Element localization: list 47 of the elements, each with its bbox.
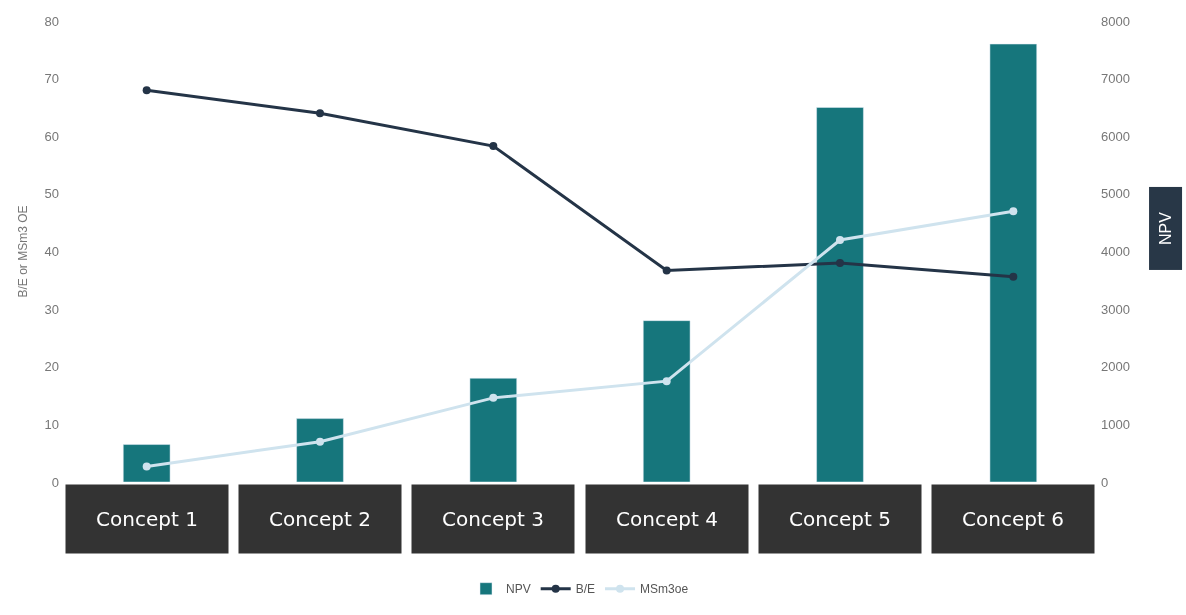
x-tick-label: Concept 5 bbox=[789, 507, 891, 531]
y2-tick-label: 4000 bbox=[1101, 244, 1130, 260]
y-tick-label: 70 bbox=[44, 71, 59, 87]
y-tick-label: 10 bbox=[44, 416, 59, 432]
legend-label: B/E bbox=[575, 582, 596, 597]
point bbox=[662, 377, 671, 386]
point bbox=[489, 142, 498, 151]
y-tick-label: 60 bbox=[44, 128, 59, 144]
point bbox=[316, 437, 324, 446]
point bbox=[316, 109, 324, 118]
point bbox=[1009, 207, 1018, 216]
x-tick-label: Concept 2 bbox=[269, 507, 371, 531]
point bbox=[1009, 272, 1018, 281]
y2-tick-label: 1000 bbox=[1101, 416, 1130, 432]
point bbox=[142, 86, 151, 95]
y-tick-label: 80 bbox=[44, 13, 59, 29]
bar bbox=[643, 320, 691, 482]
y-axis-title: B/E or MSm3 OE bbox=[15, 205, 30, 298]
y2-tick-label: 0 bbox=[1101, 474, 1109, 490]
y-tick-label: 0 bbox=[51, 474, 59, 490]
y-tick-label: 20 bbox=[44, 359, 59, 375]
x-tick-label: Concept 3 bbox=[442, 507, 544, 531]
legend-label: NPV bbox=[506, 582, 531, 597]
y2-axis-title: NPV bbox=[1157, 211, 1175, 246]
y2-tick-label: 7000 bbox=[1101, 71, 1130, 87]
point bbox=[836, 259, 844, 268]
x-tick-label: Concept 1 bbox=[96, 507, 198, 531]
y-tick-label: 50 bbox=[44, 186, 59, 202]
bar bbox=[296, 418, 344, 482]
y2-tick-label: 5000 bbox=[1101, 186, 1130, 202]
point bbox=[836, 235, 844, 244]
point bbox=[142, 462, 151, 471]
point bbox=[662, 266, 671, 275]
x-tick-label: Concept 6 bbox=[962, 507, 1064, 531]
y-tick-label: 30 bbox=[44, 301, 59, 317]
y2-tick-label: 6000 bbox=[1101, 128, 1130, 144]
y-tick-label: 40 bbox=[44, 244, 59, 260]
bar bbox=[123, 444, 171, 482]
y2-tick-label: 8000 bbox=[1101, 13, 1130, 29]
y2-tick-label: 3000 bbox=[1101, 301, 1130, 317]
legend-label: MSm3oe bbox=[640, 582, 689, 597]
x-tick-label: Concept 4 bbox=[616, 507, 718, 531]
point bbox=[489, 393, 498, 402]
y2-tick-label: 2000 bbox=[1101, 359, 1130, 375]
bar bbox=[816, 107, 864, 482]
bar bbox=[469, 378, 517, 482]
bar bbox=[989, 43, 1037, 482]
